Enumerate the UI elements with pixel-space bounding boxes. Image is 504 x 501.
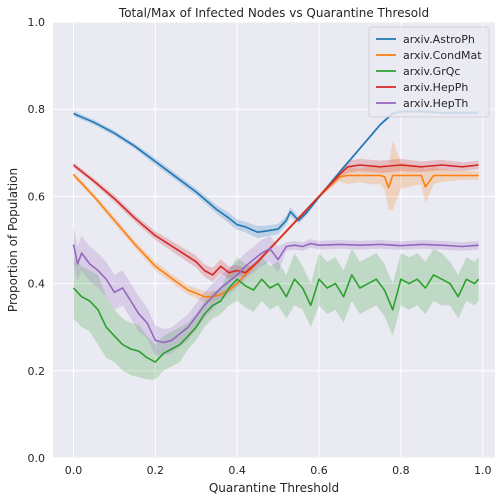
- series-line-arxiv-hepph: [73, 164, 479, 276]
- x-tick-label: 1.0: [474, 464, 492, 477]
- band-arxiv-hepth: [73, 226, 479, 356]
- legend-label-arxiv-astroph: arxiv.AstroPh: [403, 33, 475, 46]
- y-tick-label: 1.0: [28, 16, 46, 29]
- band-arxiv-condmat: [73, 140, 479, 302]
- legend-label-arxiv-hepph: arxiv.HepPh: [403, 81, 468, 94]
- band-arxiv-hepph: [73, 158, 479, 282]
- x-axis-label: Quarantine Threshold: [209, 481, 339, 495]
- x-tick-label: 0.2: [147, 464, 165, 477]
- chart-title: Total/Max of Infected Nodes vs Quarantin…: [118, 6, 429, 20]
- legend: arxiv.AstroPh arxiv.CondMat arxiv.GrQc arxi…: [368, 26, 490, 118]
- series-line-arxiv-hepth: [72, 242, 479, 344]
- y-tick-label: 0.0: [28, 452, 46, 465]
- y-tick-label: 0.8: [28, 103, 46, 116]
- y-axis-label: Proportion of Population: [6, 168, 20, 312]
- x-axis-ticks: 0.0 0.2 0.4 0.6 0.8 1.0: [65, 464, 492, 477]
- series-line-arxiv-grqc: [72, 274, 480, 363]
- x-tick-label: 0.0: [65, 464, 83, 477]
- legend-label-arxiv-grqc: arxiv.GrQc: [403, 65, 460, 78]
- legend-label-arxiv-condmat: arxiv.CondMat: [403, 49, 482, 62]
- legend-label-arxiv-hepth: arxiv.HepTh: [403, 97, 468, 110]
- y-axis-ticks: 0.0 0.2 0.4 0.6 0.8 1.0: [28, 16, 46, 465]
- x-tick-label: 0.6: [310, 464, 328, 477]
- x-tick-label: 0.8: [392, 464, 410, 477]
- legend-box: [368, 26, 490, 118]
- y-tick-label: 0.6: [28, 190, 46, 203]
- series-lines: [72, 110, 480, 363]
- y-tick-label: 0.4: [28, 278, 46, 291]
- x-tick-label: 0.4: [228, 464, 246, 477]
- y-tick-label: 0.2: [28, 365, 46, 378]
